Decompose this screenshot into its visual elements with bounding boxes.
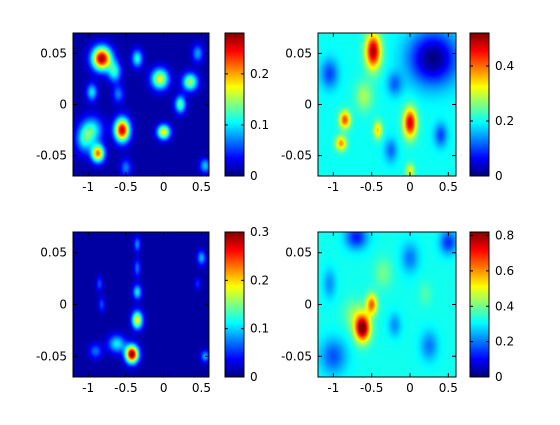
heatmap-image xyxy=(318,232,456,377)
colorbar-tick-label: 0.8 xyxy=(495,229,514,243)
colorbar-tick-label: 0.6 xyxy=(495,264,514,278)
heatmap-image xyxy=(73,33,209,176)
y-tick-label: -0.05 xyxy=(281,349,312,363)
y-tick-label: 0 xyxy=(304,98,312,112)
x-tick-label: 0 xyxy=(406,381,414,395)
x-tick-label: 0 xyxy=(160,180,168,194)
x-tick-label: 0.5 xyxy=(192,180,211,194)
x-tick-label: -0.5 xyxy=(114,381,137,395)
colorbar-tick-label: 0 xyxy=(495,370,503,384)
y-tick-label: 0.05 xyxy=(40,246,67,260)
y-tick-label: 0 xyxy=(59,298,67,312)
colorbar-frame xyxy=(224,231,245,378)
colorbar-tick-label: 0 xyxy=(250,370,258,384)
heatmap-image xyxy=(318,33,456,176)
x-tick-label: -1 xyxy=(82,381,94,395)
colorbar-frame xyxy=(224,32,245,177)
colorbar-tick-label: 0.2 xyxy=(495,335,514,349)
colorbar-tick-label: 0 xyxy=(495,169,503,183)
colorbar xyxy=(470,232,489,377)
heatmap-panel-2: -1 -0.5 0 0.5 -0.05 0 0.05 0 0.2 0.4 xyxy=(281,32,514,194)
x-tick-label: 0 xyxy=(406,180,414,194)
y-tick-label: 0.05 xyxy=(285,46,312,60)
colorbar-tick-label: 0.1 xyxy=(250,322,269,336)
y-tick-label: -0.05 xyxy=(36,349,67,363)
x-tick-label: -1 xyxy=(82,180,94,194)
heatmap-panel-1: -1 -0.5 0 0.5 -0.05 0 0.05 0 0.1 0.2 xyxy=(36,32,269,194)
colorbar-tick-label: 0.2 xyxy=(250,273,269,287)
y-tick-label: 0 xyxy=(304,298,312,312)
heatmap-image xyxy=(73,232,209,377)
x-tick-label: -0.5 xyxy=(360,180,383,194)
x-tick-label: -1 xyxy=(327,180,339,194)
x-tick-label: 0.5 xyxy=(192,381,211,395)
colorbar xyxy=(470,33,489,176)
colorbar-tick-label: 0.4 xyxy=(495,59,514,73)
y-tick-label: -0.05 xyxy=(281,149,312,163)
x-tick-label: -1 xyxy=(327,381,339,395)
colorbar-tick-label: 0 xyxy=(250,169,258,183)
x-tick-label: -0.5 xyxy=(114,180,137,194)
colorbar xyxy=(225,232,244,377)
colorbar-tick-label: 0.4 xyxy=(495,299,514,313)
colorbar-tick-label: 0.3 xyxy=(250,225,269,239)
x-tick-label: -0.5 xyxy=(360,381,383,395)
x-tick-label: 0.5 xyxy=(439,180,458,194)
colorbar-tick-label: 0.1 xyxy=(250,118,269,132)
y-tick-label: 0 xyxy=(59,98,67,112)
heatmap-panel-3: -1 -0.5 0 0.5 -0.05 0 0.05 0 0.1 0.2 0.3 xyxy=(36,225,269,395)
x-tick-label: 0.5 xyxy=(439,381,458,395)
y-tick-label: 0.05 xyxy=(40,46,67,60)
colorbar-frame xyxy=(469,231,490,378)
colorbar-tick-label: 0.2 xyxy=(250,67,269,81)
colorbar-tick-label: 0.2 xyxy=(495,114,514,128)
colorbar xyxy=(225,33,244,176)
colorbar-frame xyxy=(469,32,490,177)
heatmap-panel-4: -1 -0.5 0 0.5 -0.05 0 0.05 0 0.2 0.4 0.6 0.8 xyxy=(281,229,514,395)
x-tick-label: 0 xyxy=(160,381,168,395)
y-tick-label: 0.05 xyxy=(285,246,312,260)
y-tick-label: -0.05 xyxy=(36,149,67,163)
